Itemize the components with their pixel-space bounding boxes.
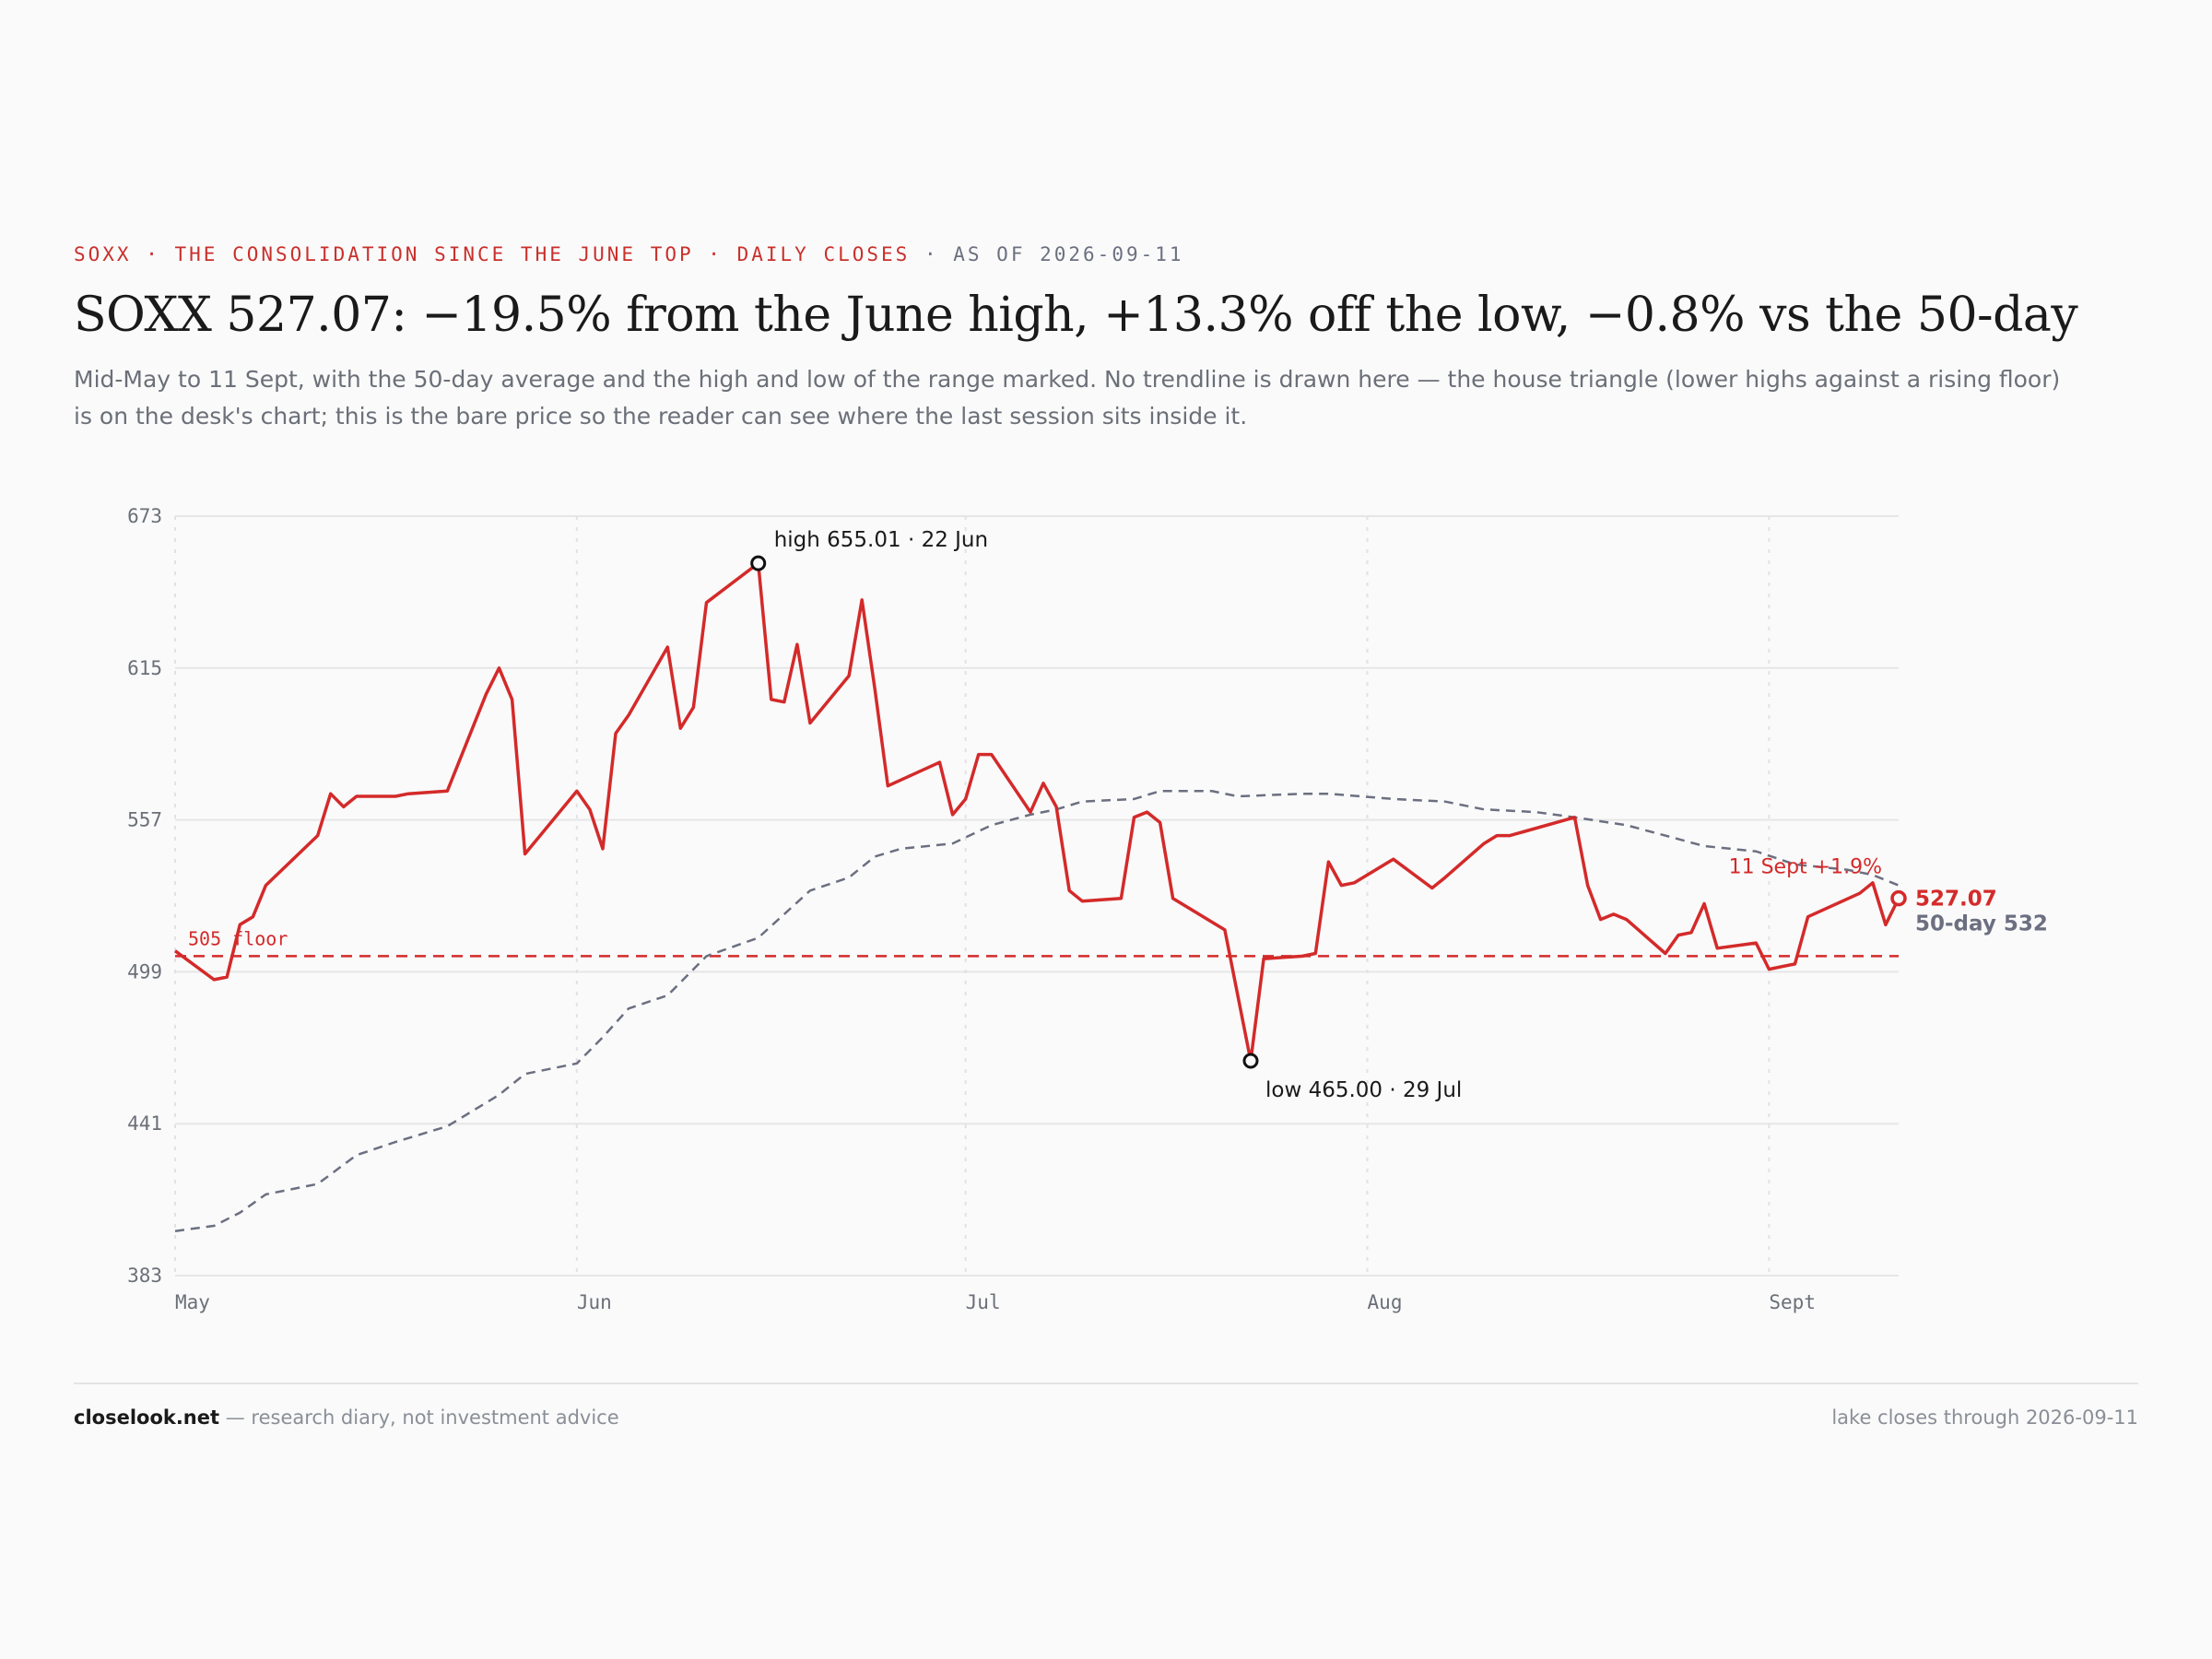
x-tick-label: May xyxy=(175,1291,210,1313)
floor-label: 505 floor xyxy=(188,927,288,949)
chart-headline: SOXX 527.07: −19.5% from the June high, … xyxy=(74,288,2078,343)
eyebrow-date: · AS OF 2026-09-11 xyxy=(924,243,1184,265)
day-change-label: 11 Sept +1.9% xyxy=(1729,856,1882,879)
y-tick-label: 383 xyxy=(127,1265,162,1287)
footer-note: — research diary, not investment advice xyxy=(225,1406,619,1429)
series xyxy=(173,561,1900,1232)
last-close-label: 527.07 xyxy=(1915,888,1997,912)
ma-last-label: 50-day 532 xyxy=(1915,912,2048,936)
x-tick-label: Jul xyxy=(966,1291,1001,1313)
last-close-marker xyxy=(1890,889,1907,907)
x-tick-label: Sept xyxy=(1769,1291,1816,1313)
y-tick-label: 615 xyxy=(127,657,162,679)
low-label: low 465.00 · 29 Jul xyxy=(1265,1078,1462,1102)
y-tick-label: 673 xyxy=(127,505,162,527)
footer-brand[interactable]: closelook.net xyxy=(74,1406,220,1429)
eyebrow-topic: SOXX · THE CONSOLIDATION SINCE THE JUNE … xyxy=(74,243,911,265)
high-marker xyxy=(750,555,767,571)
footer-rule xyxy=(74,1382,2138,1384)
annotations: 505 floor high 655.01 · 22 Jun low 465.00 … xyxy=(188,528,2048,1102)
ma-50-line xyxy=(174,790,1900,1232)
low-marker xyxy=(1242,1053,1259,1069)
footer-credit: closelook.net — research diary, not inve… xyxy=(74,1406,619,1429)
high-label: high 655.01 · 22 Jun xyxy=(774,528,988,552)
chart-eyebrow: SOXX · THE CONSOLIDATION SINCE THE JUNE … xyxy=(74,243,1184,265)
x-tick-label: Aug xyxy=(1368,1291,1403,1313)
grid: 383 441 499 557 615 673 May Jun Jul Aug Sept xyxy=(127,505,1899,1313)
chart-dek: Mid-May to 11 Sept, with the 50-day aver… xyxy=(74,366,2061,429)
y-tick-label: 441 xyxy=(127,1112,162,1135)
footer-source: lake closes through 2026-09-11 xyxy=(1831,1406,2138,1429)
y-tick-label: 499 xyxy=(127,960,162,982)
price-line xyxy=(173,561,1900,1063)
y-tick-label: 557 xyxy=(127,809,162,831)
x-tick-label: Jun xyxy=(577,1291,612,1313)
